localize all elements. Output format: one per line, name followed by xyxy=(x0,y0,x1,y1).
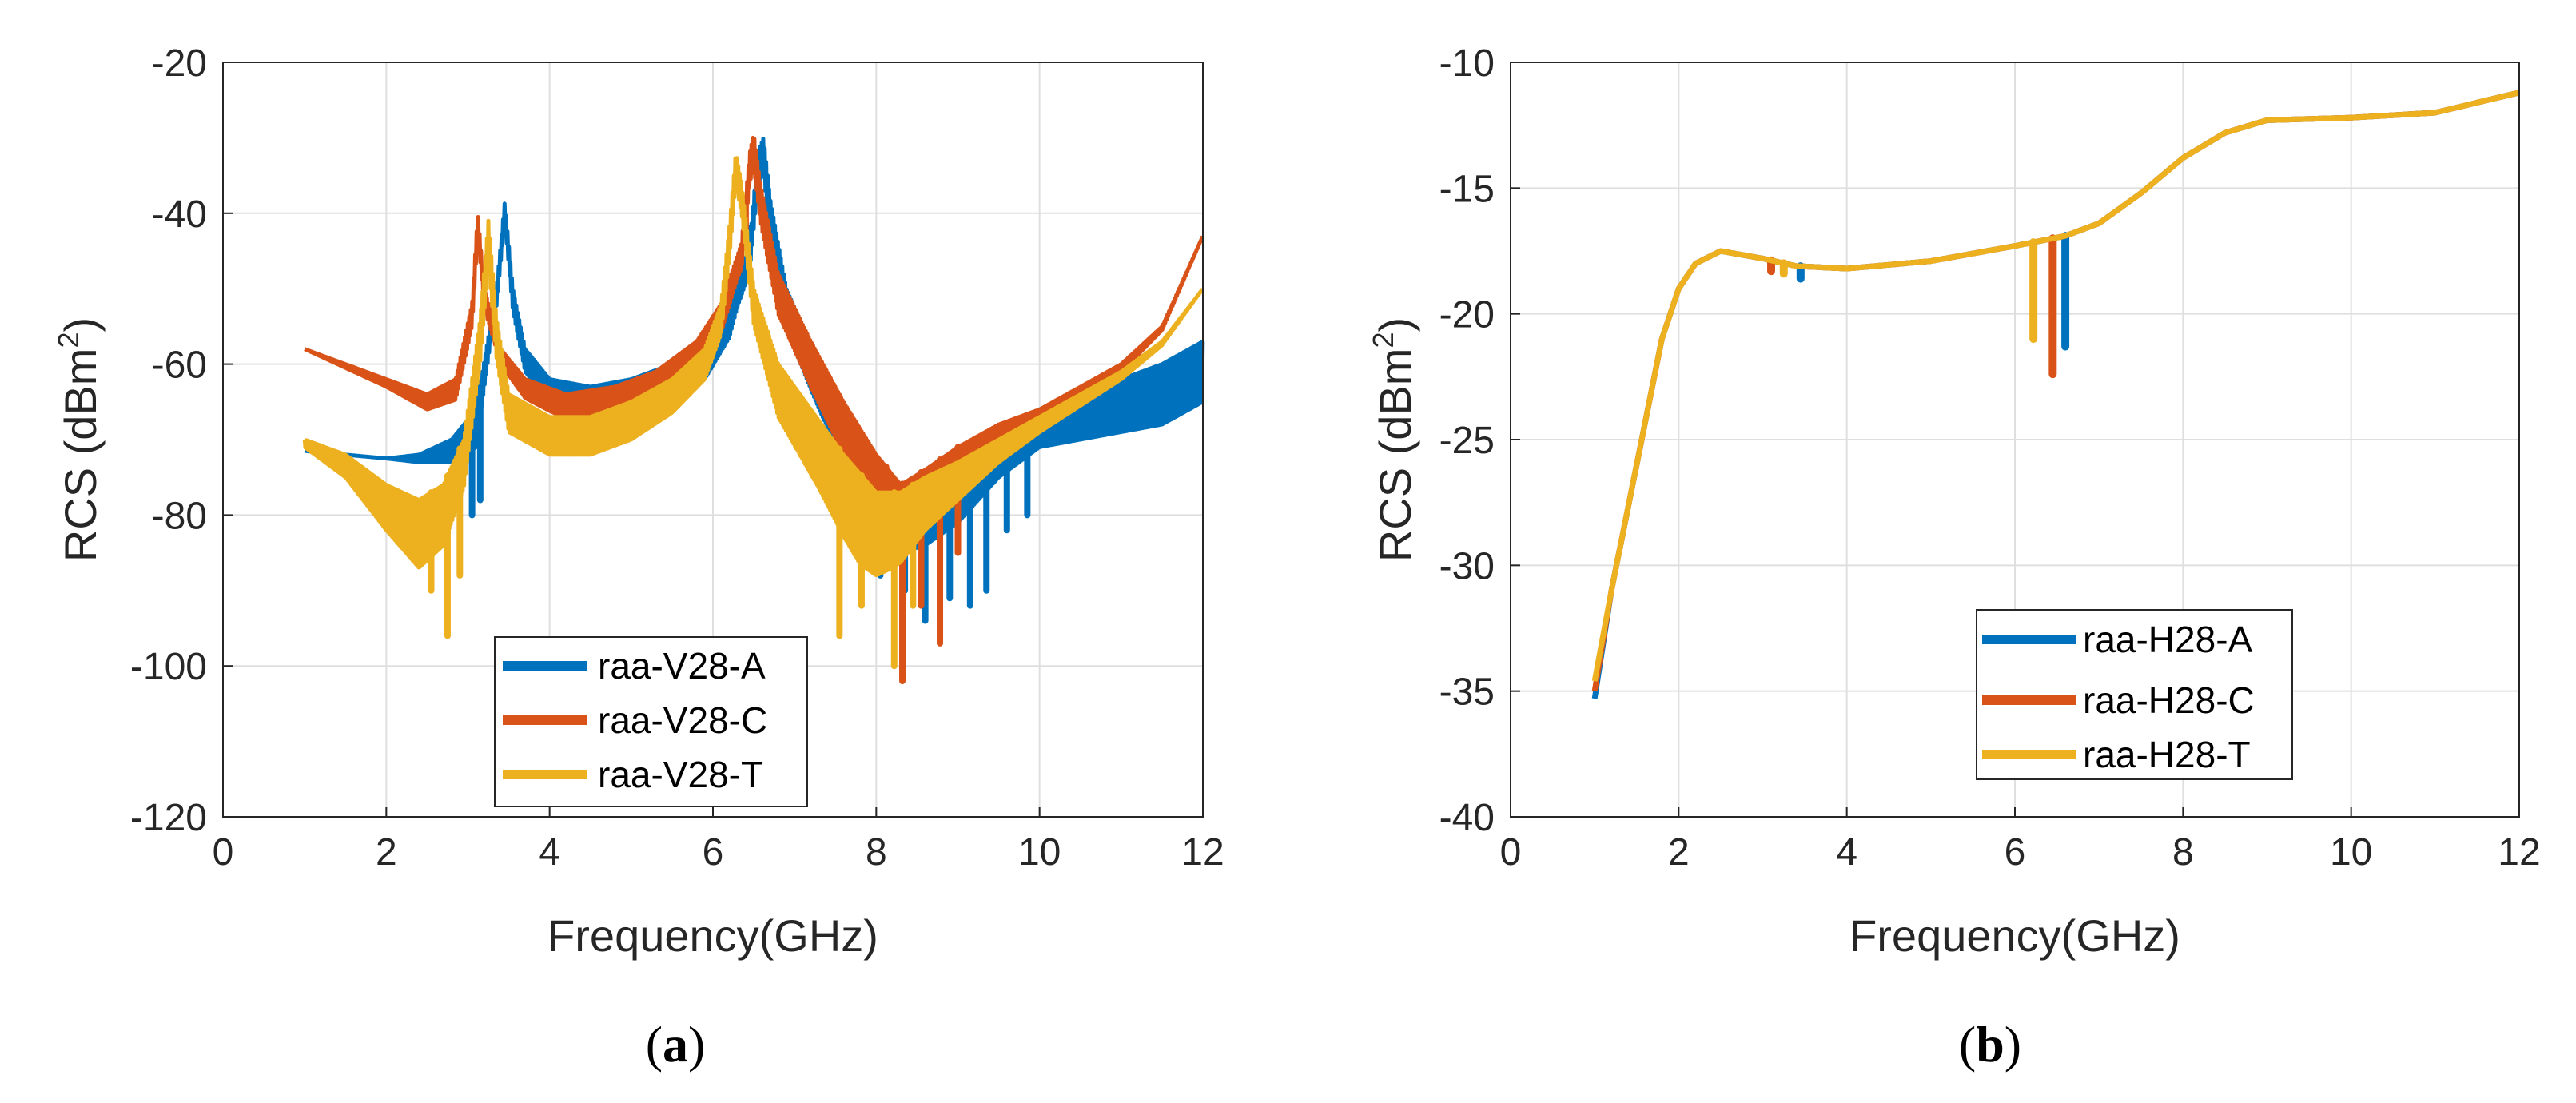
panel-b-xtick-2: 4 xyxy=(1836,831,1857,874)
panel-a-ylabel: RCS (dBm2) xyxy=(52,317,106,562)
panel-b-legend-label-1: raa-H28-C xyxy=(2083,679,2255,721)
panel-b-ylabel-close: ) xyxy=(1370,317,1420,332)
panel-a-xtick-6: 12 xyxy=(1181,831,1224,874)
panel-b-series xyxy=(1591,90,2521,699)
panel-a-ylabel-main: RCS (dBm xyxy=(55,348,106,563)
panel-a-series-2-line xyxy=(302,156,1204,577)
panel-b-ytick-1: -35 xyxy=(1439,671,1495,714)
panel-b-ytick-4: -20 xyxy=(1439,294,1495,336)
panel-b-ylabel: RCS (dBm2) xyxy=(1367,317,1420,562)
panel-b-ytick-3: -25 xyxy=(1439,420,1495,462)
panel-a-ylabel-sup: 2 xyxy=(52,332,85,348)
panel-a-xtick-2: 4 xyxy=(539,831,560,874)
panel-a-ytick-1: -100 xyxy=(130,646,207,688)
panel-b-xtick-6: 12 xyxy=(2498,831,2540,874)
panel-b-xtick-0: 0 xyxy=(1500,831,1522,874)
panel-b-ylabel-sup: 2 xyxy=(1367,332,1399,348)
panel-b-xtick-4: 8 xyxy=(2172,831,2194,874)
panel-a-ytick-3: -60 xyxy=(152,344,207,387)
panel-a-ytick-4: -40 xyxy=(152,193,207,236)
panel-b-ytick-6: -10 xyxy=(1439,42,1495,85)
panel-b-caption-close: ) xyxy=(2005,1016,2021,1073)
panel-b-series-0-line xyxy=(1591,90,2521,699)
panel-a-xtick-1: 2 xyxy=(376,831,397,874)
panel-b-caption-letter: b xyxy=(1976,1016,2005,1073)
panel-a-xtick-4: 8 xyxy=(866,831,887,874)
panel-a-xtick-0: 0 xyxy=(213,831,234,874)
panel-b-caption-open: ( xyxy=(1959,1016,1976,1073)
panel-a-caption-close: ) xyxy=(688,1016,705,1073)
panel-b-legend-label-0: raa-H28-A xyxy=(2083,619,2253,660)
panel-b-series-2-line xyxy=(1591,90,2521,682)
panel-a-ytick-0: -120 xyxy=(130,797,207,839)
panel-a-caption: (a) xyxy=(646,1016,706,1073)
panel-a-ytick-5: -20 xyxy=(152,42,207,85)
panel-b-chart: 0 2 4 6 8 10 12 -40 -35 -30 -25 -20 -15 -10 Frequency… xyxy=(1367,42,2541,1073)
panel-b-legend: raa-H28-A raa-H28-C raa-H28-T xyxy=(1976,609,2293,780)
panel-b-ytick-2: -30 xyxy=(1439,545,1495,587)
panel-b-xtick-1: 2 xyxy=(1668,831,1690,874)
panel-a-caption-letter: a xyxy=(663,1016,688,1073)
panel-b-series-1-line xyxy=(1591,90,2521,692)
panel-a-legend: raa-V28-A raa-V28-C raa-V28-T xyxy=(494,636,808,807)
panel-b-legend-label-2: raa-H28-T xyxy=(2083,734,2251,775)
panel-b-ytick-0: -40 xyxy=(1439,797,1495,839)
panel-a-caption-open: ( xyxy=(646,1016,663,1073)
panel-a-ylabel-close: ) xyxy=(55,317,106,332)
panel-a-chart: 0 2 4 6 8 10 12 -120 -100 -80 -60 -40 -20 Frequency(… xyxy=(52,42,1224,1073)
panel-a-ytick-2: -80 xyxy=(152,495,207,537)
panel-a-xtick-5: 10 xyxy=(1018,831,1061,874)
panel-a-legend-label-1: raa-V28-C xyxy=(598,699,767,741)
panel-b-xlabel: Frequency(GHz) xyxy=(1849,910,2180,961)
panel-a-ticks: 0 2 4 6 8 10 12 -120 -100 -80 -60 -40 -20 xyxy=(130,42,1224,874)
panel-b-xtick-5: 10 xyxy=(2330,831,2372,874)
panel-a-xtick-3: 6 xyxy=(703,831,724,874)
panel-a-legend-label-0: raa-V28-A xyxy=(598,645,766,687)
panel-a-legend-label-2: raa-V28-T xyxy=(598,754,763,795)
panel-b-caption: (b) xyxy=(1959,1016,2021,1073)
panel-a-xlabel: Frequency(GHz) xyxy=(547,910,878,961)
panel-a-series xyxy=(302,135,1205,685)
panel-b-ylabel-main: RCS (dBm xyxy=(1370,348,1420,563)
panel-b-xtick-3: 6 xyxy=(2005,831,2026,874)
panel-b-ticks: 0 2 4 6 8 10 12 -40 -35 -30 -25 -20 -15 -10 xyxy=(1439,42,2541,874)
panel-b-ytick-5: -15 xyxy=(1439,168,1495,210)
